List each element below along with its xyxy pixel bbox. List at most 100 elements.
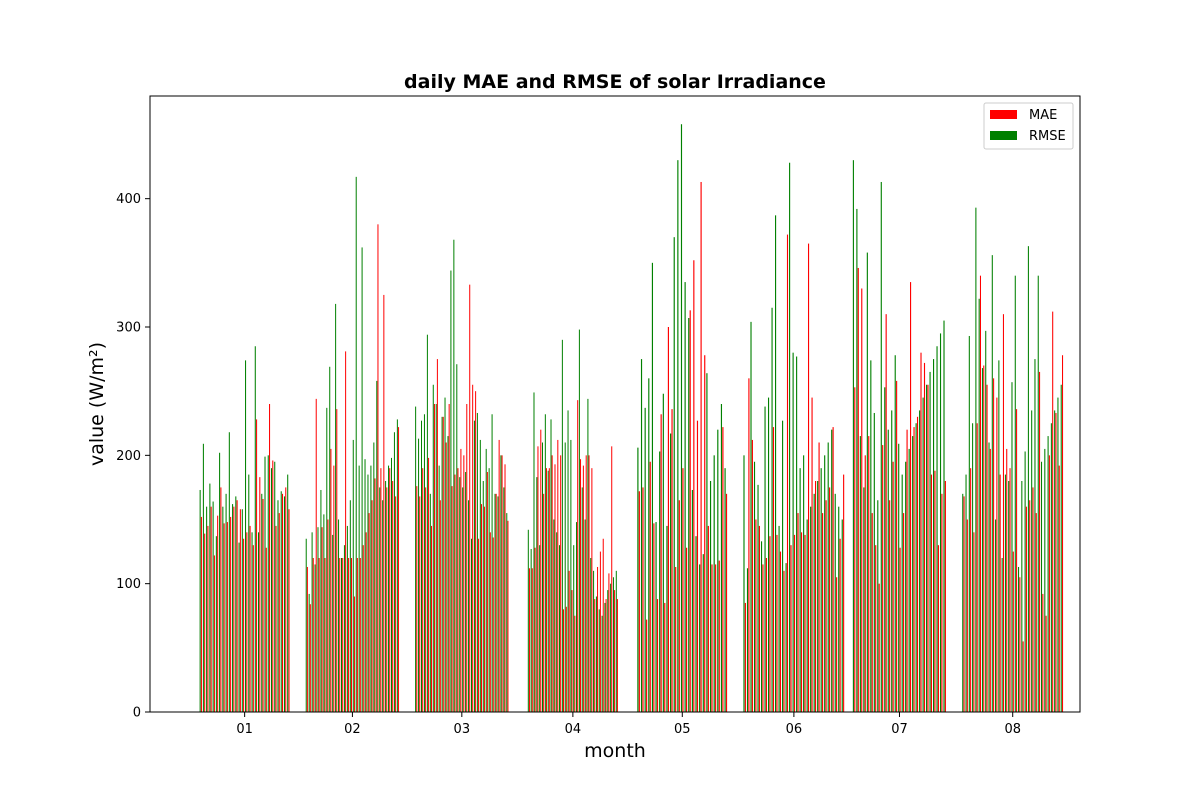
bar-mae-05-day-20 — [707, 525, 709, 712]
bar-mae-08-day-9 — [989, 448, 991, 712]
bar-rmse-05-day-10 — [670, 433, 672, 712]
bar-mae-03-day-19 — [469, 284, 471, 712]
bar-rmse-03-day-19 — [468, 500, 470, 712]
bar-mae-02-day-11 — [336, 409, 338, 712]
bar-mae-03-day-30 — [501, 455, 503, 712]
bar-rmse-07-day-10 — [884, 387, 886, 712]
bar-mae-06-day-7 — [765, 558, 768, 712]
bar-rmse-08-day-29 — [1054, 410, 1056, 712]
bar-rmse-03-day-32 — [506, 513, 508, 712]
bar-mae-07-day-11 — [889, 500, 891, 712]
bar-mae-01-day-4 — [210, 506, 212, 712]
x-tick-label: 08 — [1004, 722, 1021, 737]
bar-mae-04-day-12 — [560, 455, 562, 712]
bar-rmse-06-day-6 — [760, 541, 763, 712]
bar-mae-07-day-5 — [868, 436, 870, 712]
bar-rmse-02-day-28 — [385, 481, 387, 712]
bar-mae-06-day-1 — [744, 602, 746, 712]
bar-rmse-08-day-21 — [1027, 246, 1029, 712]
bars-group — [199, 124, 1064, 713]
bar-rmse-07-day-4 — [863, 487, 865, 712]
bar-rmse-05-day-2 — [640, 359, 643, 712]
bar-mae-08-day-25 — [1042, 593, 1044, 712]
bar-mae-02-day-17 — [353, 596, 355, 712]
bar-mae-05-day-25 — [725, 493, 728, 712]
bar-rmse-07-day-21 — [922, 397, 924, 712]
bar-rmse-04-day-22 — [587, 398, 589, 712]
bar-rmse-02-day-18 — [355, 176, 357, 713]
bar-mae-07-day-27 — [944, 481, 946, 712]
bar-mae-07-day-26 — [941, 493, 943, 712]
bar-rmse-01-day-18 — [254, 346, 256, 712]
bar-rmse-08-day-25 — [1041, 461, 1043, 712]
legend-label-rmse: RMSE — [1029, 129, 1066, 144]
bar-rmse-04-day-30 — [610, 583, 612, 712]
bar-mae-05-day-17 — [696, 420, 699, 712]
bar-mae-02-day-31 — [395, 496, 397, 712]
bar-mae-06-day-16 — [797, 513, 799, 712]
bar-rmse-05-day-3 — [644, 407, 646, 712]
bar-rmse-03-day-8 — [435, 404, 437, 712]
bar-rmse-08-day-31 — [1060, 384, 1062, 712]
bar-mae-08-day-12 — [999, 474, 1001, 712]
bar-mae-02-day-32 — [398, 427, 400, 712]
bar-rmse-06-day-1 — [743, 455, 745, 712]
bar-rmse-03-day-22 — [476, 412, 478, 712]
bar-mae-05-day-8 — [664, 602, 666, 712]
bar-mae-04-day-22 — [588, 455, 590, 712]
bar-mae-07-day-3 — [861, 288, 863, 712]
bar-rmse-05-day-20 — [706, 373, 708, 712]
y-tick-label: 300 — [116, 321, 141, 336]
bar-rmse-01-day-11 — [232, 504, 234, 712]
bar-mae-07-day-15 — [903, 513, 905, 712]
bar-rmse-07-day-19 — [915, 423, 917, 712]
bar-mae-07-day-13 — [896, 380, 898, 712]
bar-mae-02-day-23 — [371, 500, 373, 712]
bar-mae-03-day-22 — [478, 538, 480, 712]
bar-mae-04-day-3 — [534, 547, 536, 712]
bar-mae-02-day-16 — [351, 558, 352, 712]
chart-title: daily MAE and RMSE of solar Irradiance — [404, 71, 826, 93]
bar-rmse-06-day-23 — [820, 468, 822, 712]
bar-mae-07-day-21 — [923, 362, 926, 712]
bar-mae-02-day-22 — [368, 513, 370, 712]
bar-rmse-03-day-10 — [441, 416, 443, 712]
bar-rmse-07-day-2 — [856, 208, 858, 712]
bar-mae-08-day-15 — [1009, 468, 1011, 712]
bar-mae-05-day-2 — [642, 487, 644, 712]
bar-rmse-01-day-25 — [277, 500, 279, 712]
bar-rmse-07-day-5 — [866, 252, 868, 712]
bar-mae-02-day-12 — [339, 558, 341, 712]
bar-mae-06-day-3 — [751, 439, 753, 712]
bar-mae-05-day-19 — [704, 355, 706, 712]
y-tick-label: 0 — [133, 706, 141, 721]
bar-rmse-01-day-20 — [261, 493, 263, 712]
bar-rmse-04-day-25 — [595, 596, 597, 712]
bar-rmse-07-day-27 — [943, 320, 945, 712]
bar-mae-04-day-17 — [574, 615, 576, 712]
bar-mae-05-day-16 — [693, 260, 695, 712]
bar-mae-02-day-24 — [374, 478, 376, 712]
bar-rmse-07-day-20 — [919, 410, 921, 712]
bar-rmse-01-day-19 — [258, 532, 260, 712]
bar-rmse-03-day-27 — [491, 414, 493, 712]
bar-mae-03-day-12 — [448, 404, 450, 712]
bar-rmse-02-day-23 — [370, 465, 372, 712]
x-tick-label: 01 — [236, 722, 253, 737]
bar-rmse-04-day-2 — [530, 549, 532, 712]
bar-rmse-02-day-20 — [361, 247, 363, 712]
bar-rmse-01-day-12 — [235, 496, 237, 712]
bar-rmse-08-day-5 — [975, 207, 977, 712]
bar-rmse-04-day-27 — [601, 615, 603, 712]
bar-rmse-07-day-3 — [859, 436, 861, 712]
y-tick-label: 200 — [116, 449, 141, 464]
bar-mae-07-day-8 — [878, 583, 880, 712]
bar-rmse-02-day-11 — [335, 303, 337, 712]
bar-mae-02-day-9 — [330, 448, 332, 712]
bar-mae-03-day-25 — [486, 472, 488, 712]
bar-mae-07-day-22 — [927, 384, 929, 712]
bar-mae-04-day-9 — [551, 455, 553, 712]
bar-rmse-02-day-17 — [352, 439, 354, 712]
bar-rmse-02-day-31 — [393, 432, 395, 712]
